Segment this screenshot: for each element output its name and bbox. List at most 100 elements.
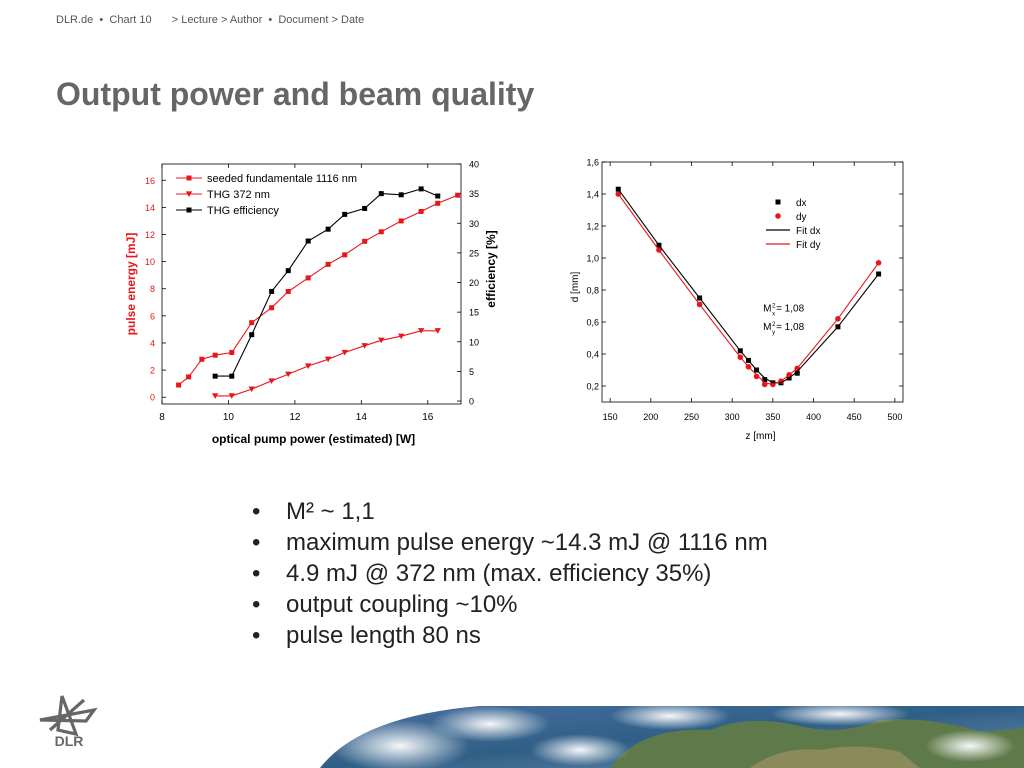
y2-tick-label: 10 — [469, 337, 479, 347]
y-tick-label: 1,0 — [586, 254, 599, 264]
data-point — [615, 186, 621, 192]
y-tick-label: 0,4 — [586, 350, 599, 360]
data-point — [199, 356, 205, 362]
data-point — [418, 208, 424, 214]
annotation-value: = 1,08 — [776, 304, 805, 315]
list-item: • maximum pulse energy ~14.3 mJ @ 1116 nm — [252, 529, 768, 556]
data-point — [249, 332, 255, 338]
data-point — [378, 229, 384, 235]
data-point — [362, 238, 368, 244]
m-squared-annotation: M 2 x = 1,08 — [763, 304, 805, 318]
data-point — [398, 333, 405, 340]
data-point — [269, 305, 275, 311]
data-point — [268, 378, 275, 384]
legend-label: THG efficiency — [207, 205, 279, 217]
data-point — [362, 205, 368, 211]
data-point — [794, 370, 800, 376]
y-tick-label: 8 — [150, 284, 155, 294]
data-point — [212, 352, 218, 358]
x-tick-label: 150 — [603, 412, 618, 422]
data-point — [269, 288, 275, 294]
data-point — [285, 371, 292, 378]
annotation-sub: y — [772, 330, 775, 336]
legend-label: seeded fundamentale 1116 nm — [207, 173, 357, 185]
data-point — [378, 191, 384, 197]
legend-marker — [185, 191, 193, 197]
x-tick-label: 200 — [643, 412, 658, 422]
slide-title: Output power and beam quality — [56, 76, 535, 112]
x-tick-label: 14 — [356, 412, 368, 423]
x-tick-label: 400 — [806, 412, 821, 422]
plot-frame — [601, 161, 904, 403]
breadcrumb-chart: Chart 10 — [109, 14, 152, 26]
y-axis-label: pulse energy [mJ] — [124, 233, 138, 336]
data-point — [324, 356, 332, 363]
x-tick-label: 350 — [765, 412, 780, 422]
data-point — [176, 382, 182, 388]
breadcrumb: DLR.de • Chart 10 > Lecture > Author • D… — [56, 14, 365, 26]
annotation-value: = 1,08 — [776, 322, 805, 333]
y-tick-label: 6 — [150, 311, 155, 321]
y-tick-label: 10 — [145, 257, 155, 267]
y2-tick-label: 35 — [469, 189, 479, 199]
y-tick-label: 0,2 — [586, 382, 599, 392]
y-tick-label: 1,2 — [586, 222, 599, 232]
breadcrumb-document: Document > Date — [278, 14, 365, 26]
y-tick-label: 16 — [145, 176, 155, 186]
pump-power-chart: 8 10 12 14 16 0 2 4 6 8 10 12 14 16 0 5 10 15 20 25 30 35 40 op… — [124, 160, 498, 447]
m-squared-annotation: M 2 y = 1,08 — [763, 322, 805, 336]
annotation-base: M — [763, 304, 771, 315]
data-point — [212, 373, 218, 379]
y2-axis-label: efficiency [%] — [484, 230, 498, 307]
legend-marker — [186, 207, 192, 213]
dlr-logo[interactable]: DLR — [36, 690, 106, 755]
y2-tick-label: 20 — [469, 278, 479, 288]
y-tick-label: 12 — [145, 230, 155, 240]
data-point — [211, 393, 219, 399]
data-point — [305, 275, 311, 281]
x-tick-label: 500 — [887, 412, 902, 422]
data-point — [435, 200, 441, 206]
y-tick-label: 0 — [150, 393, 155, 403]
data-point — [361, 343, 368, 349]
y2-tick-label: 30 — [469, 219, 479, 229]
list-item: • M² ~ 1,1 — [252, 498, 375, 525]
data-point — [342, 211, 348, 217]
data-point — [398, 192, 404, 198]
x-tick-label: 250 — [684, 412, 699, 422]
list-item: • pulse length 80 ns — [252, 622, 481, 649]
y-tick-label: 1,6 — [586, 158, 599, 168]
annotation-sub: x — [772, 312, 775, 318]
data-point — [229, 349, 235, 355]
logo-text: DLR — [55, 733, 84, 749]
y-tick-label: 0,6 — [586, 318, 599, 328]
data-point — [285, 268, 291, 274]
legend-label: THG 372 nm — [207, 189, 270, 201]
breadcrumb-site[interactable]: DLR.de — [56, 14, 94, 26]
legend-marker — [775, 213, 781, 219]
legend-label: dy — [796, 212, 807, 223]
data-point — [762, 377, 768, 383]
data-point — [341, 349, 348, 356]
data-point — [434, 328, 441, 334]
x-axis-label: z [mm] — [746, 431, 776, 442]
data-point — [398, 218, 404, 224]
x-tick-label: 16 — [422, 412, 434, 423]
dlr-logo-icon: DLR — [39, 695, 98, 749]
y2-tick-label: 40 — [469, 160, 479, 170]
annotation-base: M — [763, 322, 771, 333]
data-point — [325, 261, 331, 267]
data-point — [753, 373, 760, 380]
plot-frame — [161, 163, 462, 405]
beam-caustic-chart: 150 200 250 300 350 400 450 500 0,2 0,4 0,6 0,8 1,0 1… — [570, 158, 904, 442]
data-point — [417, 328, 425, 334]
x-tick-label: 10 — [223, 412, 235, 423]
y-tick-label: 14 — [145, 203, 155, 213]
data-point — [455, 192, 461, 198]
y2-tick-label: 0 — [469, 397, 474, 407]
x-tick-label: 300 — [725, 412, 740, 422]
breadcrumb-path: > Lecture > Author — [171, 14, 263, 26]
legend-marker — [775, 199, 781, 205]
data-point — [435, 193, 441, 199]
list-item: • output coupling ~10% — [252, 591, 518, 618]
